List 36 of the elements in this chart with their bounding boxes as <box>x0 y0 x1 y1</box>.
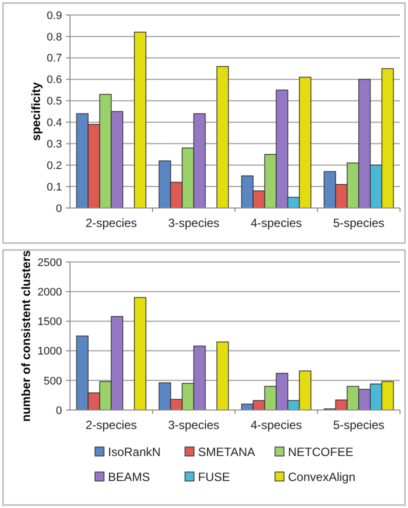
y-tick-label: 0.2 <box>46 160 62 172</box>
y-tick-label: 1000 <box>38 346 62 358</box>
x-tick-label: 2-species <box>86 418 137 432</box>
x-tick-label: 5-species <box>333 216 384 230</box>
x-tick-label: 2-species <box>86 216 137 230</box>
legend-label: FUSE <box>198 470 230 484</box>
y-tick-label: 0.4 <box>46 117 62 130</box>
x-tick-label: 3-species <box>168 216 220 230</box>
y-tick-label: 0 <box>56 202 62 215</box>
x-tick-label: 3-species <box>168 418 220 432</box>
y-tick-label: 0.9 <box>46 10 62 22</box>
x-tick-label: 5-species <box>333 418 384 432</box>
y-tick-label: 1500 <box>38 316 62 328</box>
legend-label: SMETANA <box>198 445 256 460</box>
y-tick-label: 2500 <box>38 256 62 269</box>
y-tick-label: 500 <box>44 375 62 388</box>
y-tick-label: 2000 <box>38 286 62 298</box>
legend-label: NETCOFEE <box>288 445 354 460</box>
x-tick-label: 4-species <box>250 418 302 432</box>
y-tick-label: 0.8 <box>46 31 62 44</box>
y-axis-title: number of consistent clusters <box>19 250 33 422</box>
x-tick-label: 4-species <box>250 216 302 230</box>
bar <box>216 342 229 410</box>
legend-label: ConvexAlign <box>288 470 356 484</box>
legend-label: BEAMS <box>108 470 150 484</box>
legend-label: IsoRankN <box>108 445 161 460</box>
bar <box>134 32 146 208</box>
y-tick-label: 0.1 <box>46 181 62 194</box>
y-tick-label: 0.6 <box>46 74 62 86</box>
bar <box>216 66 229 208</box>
y-tick-label: 0.3 <box>46 138 62 151</box>
y-tick-label: 0.7 <box>46 52 62 65</box>
y-tick-label: 0.5 <box>46 96 62 108</box>
y-axis-title: specificity <box>29 82 43 141</box>
bar <box>134 297 146 410</box>
y-tick-label: 0 <box>56 404 62 417</box>
